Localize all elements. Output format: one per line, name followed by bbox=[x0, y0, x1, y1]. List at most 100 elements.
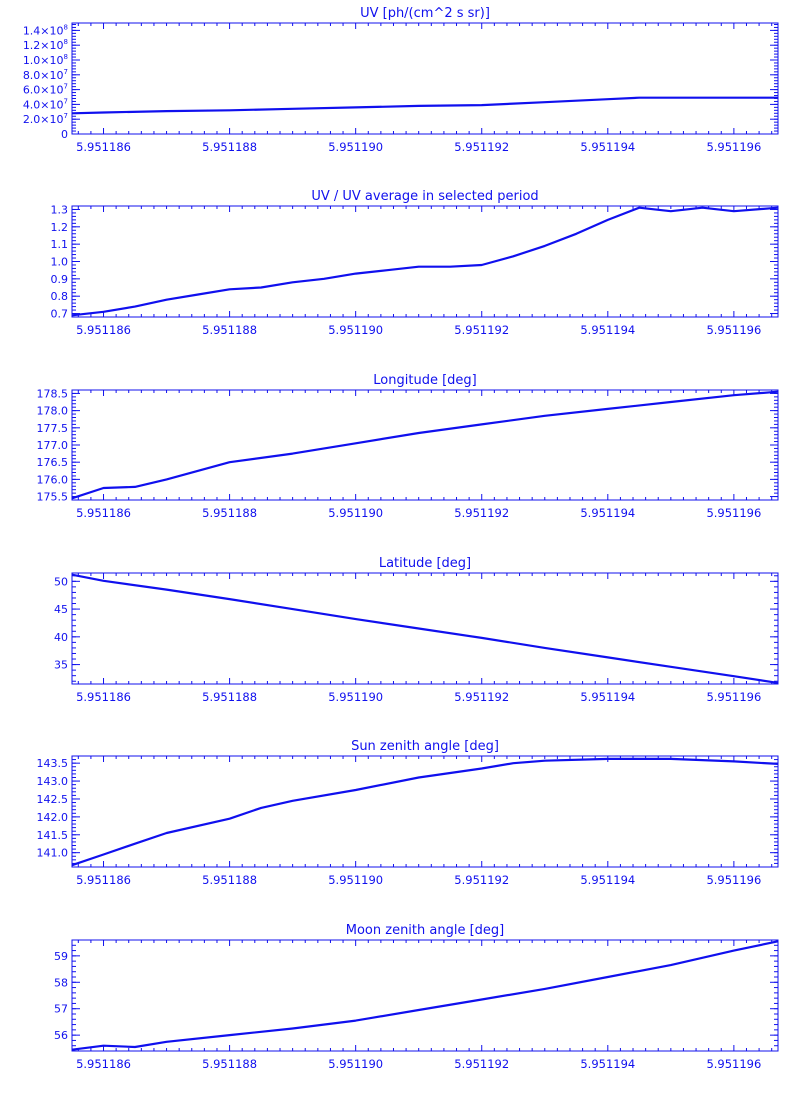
x-tick-label: 5.951194 bbox=[580, 1057, 635, 1071]
y-tick-label: 57 bbox=[54, 1003, 68, 1016]
x-tick-label: 5.951194 bbox=[580, 323, 635, 337]
series-line bbox=[71, 206, 779, 317]
y-tick-label: 1.0×108 bbox=[23, 53, 68, 67]
series-line bbox=[71, 573, 779, 684]
y-tick-label: 4.0×107 bbox=[23, 97, 68, 111]
y-tick-label: 0.8 bbox=[51, 290, 69, 303]
x-tick-label: 5.951196 bbox=[706, 873, 761, 887]
plot-frame bbox=[71, 205, 779, 318]
x-tick-label: 5.951194 bbox=[580, 873, 635, 887]
x-tick-label: 5.951192 bbox=[454, 1057, 509, 1071]
y-tick-label: 1.1 bbox=[51, 238, 69, 251]
chart-panel-1: UV / UV average in selected period 5.9511… bbox=[51, 189, 779, 337]
chart-panel-5: Moon zenith angle [deg] 5.951186 5.951188 5… bbox=[54, 923, 779, 1071]
x-tick-label: 5.951196 bbox=[706, 323, 761, 337]
chart-title: Latitude [deg] bbox=[379, 556, 471, 571]
y-tick-label: 2.0×107 bbox=[23, 112, 68, 126]
y-tick-label: 59 bbox=[54, 950, 68, 963]
plot-frame bbox=[71, 939, 779, 1052]
y-tick-exponent: 8 bbox=[64, 23, 68, 31]
x-tick-label: 5.951196 bbox=[706, 690, 761, 704]
y-tick-label: 1.4×108 bbox=[23, 23, 68, 37]
y-tick-mantissa: 8.0×10 bbox=[23, 69, 64, 82]
chart-title: Moon zenith angle [deg] bbox=[346, 923, 504, 938]
y-tick-mantissa: 1.0×10 bbox=[23, 54, 64, 67]
y-tick-mantissa: 4.0×10 bbox=[23, 98, 64, 111]
x-tick-label: 5.951196 bbox=[706, 506, 761, 520]
plot-frame bbox=[71, 572, 779, 685]
x-tick-label: 5.951188 bbox=[202, 690, 257, 704]
y-tick-label: 142.0 bbox=[37, 811, 69, 824]
y-tick-label: 56 bbox=[54, 1029, 68, 1042]
x-tick-label: 5.951186 bbox=[76, 873, 131, 887]
chart-panel-2: Longitude [deg] 5.951186 5.951188 5.951190 5… bbox=[37, 373, 779, 520]
y-tick-label: 175.5 bbox=[37, 491, 69, 504]
y-tick-mantissa: 1.4×10 bbox=[23, 24, 64, 37]
y-tick-label: 50 bbox=[54, 575, 68, 588]
y-tick-label: 1.2 bbox=[51, 221, 69, 234]
y-tick-label: 177.5 bbox=[37, 422, 69, 435]
y-tick-mantissa: 1.2×10 bbox=[23, 39, 64, 52]
x-tick-label: 5.951188 bbox=[202, 323, 257, 337]
y-tick-label: 143.0 bbox=[37, 775, 69, 788]
chart-panel-0: UV [ph/(cm^2 s sr)] 5.951186 5.951188 5.951… bbox=[23, 6, 779, 154]
chart-title: UV [ph/(cm^2 s sr)] bbox=[360, 6, 490, 21]
chart-panel-3: Latitude [deg] 5.951186 5.951188 5.951190 5.… bbox=[54, 556, 779, 704]
chart-panel-4: Sun zenith angle [deg] 5.951186 5.951188 5.… bbox=[37, 739, 779, 887]
chart-title: Sun zenith angle [deg] bbox=[351, 739, 499, 754]
x-tick-label: 5.951188 bbox=[202, 506, 257, 520]
x-tick-label: 5.951192 bbox=[454, 506, 509, 520]
y-tick-exponent: 8 bbox=[64, 53, 68, 61]
y-tick-mantissa: 6.0×10 bbox=[23, 84, 64, 97]
y-tick-exponent: 7 bbox=[64, 68, 68, 76]
x-tick-label: 5.951188 bbox=[202, 1057, 257, 1071]
y-tick-label: 178.5 bbox=[37, 387, 69, 400]
x-tick-label: 5.951186 bbox=[76, 1057, 131, 1071]
x-tick-label: 5.951190 bbox=[328, 506, 383, 520]
y-tick-label: 58 bbox=[54, 976, 68, 989]
x-tick-label: 5.951194 bbox=[580, 140, 635, 154]
x-tick-label: 5.951192 bbox=[454, 873, 509, 887]
y-tick-label: 45 bbox=[54, 603, 68, 616]
x-tick-label: 5.951186 bbox=[76, 506, 131, 520]
y-tick-label: 1.0 bbox=[51, 256, 69, 269]
plot-frame bbox=[71, 389, 779, 501]
y-tick-label: 0 bbox=[61, 128, 68, 141]
y-tick-mantissa: 0 bbox=[61, 128, 68, 141]
x-tick-label: 5.951190 bbox=[328, 690, 383, 704]
x-tick-label: 5.951188 bbox=[202, 873, 257, 887]
x-tick-label: 5.951196 bbox=[706, 1057, 761, 1071]
y-tick-exponent: 7 bbox=[64, 97, 68, 105]
y-tick-label: 0.7 bbox=[51, 308, 69, 321]
y-tick-label: 8.0×107 bbox=[23, 68, 68, 82]
y-tick-label: 176.0 bbox=[37, 473, 69, 486]
x-tick-label: 5.951190 bbox=[328, 873, 383, 887]
y-tick-label: 142.5 bbox=[37, 793, 69, 806]
x-tick-label: 5.951194 bbox=[580, 690, 635, 704]
chart-title: UV / UV average in selected period bbox=[311, 189, 538, 204]
series-line bbox=[71, 96, 778, 115]
series-line bbox=[71, 757, 779, 867]
x-tick-label: 5.951194 bbox=[580, 506, 635, 520]
y-tick-exponent: 8 bbox=[64, 38, 68, 46]
x-tick-label: 5.951190 bbox=[328, 140, 383, 154]
y-tick-label: 35 bbox=[54, 659, 68, 672]
y-tick-label: 40 bbox=[54, 631, 68, 644]
y-tick-label: 141.5 bbox=[37, 829, 69, 842]
x-tick-label: 5.951186 bbox=[76, 323, 131, 337]
chart-title: Longitude [deg] bbox=[373, 373, 476, 388]
series-line bbox=[71, 940, 779, 1051]
y-tick-label: 176.5 bbox=[37, 456, 69, 469]
plot-frame bbox=[71, 755, 779, 868]
x-tick-label: 5.951192 bbox=[454, 140, 509, 154]
x-tick-label: 5.951186 bbox=[76, 140, 131, 154]
y-tick-exponent: 7 bbox=[64, 112, 68, 120]
x-tick-label: 5.951192 bbox=[454, 690, 509, 704]
x-tick-label: 5.951190 bbox=[328, 323, 383, 337]
y-tick-label: 1.2×108 bbox=[23, 38, 68, 52]
x-tick-label: 5.951188 bbox=[202, 140, 257, 154]
x-tick-label: 5.951196 bbox=[706, 140, 761, 154]
y-tick-label: 0.9 bbox=[51, 273, 69, 286]
y-tick-label: 178.0 bbox=[37, 405, 69, 418]
